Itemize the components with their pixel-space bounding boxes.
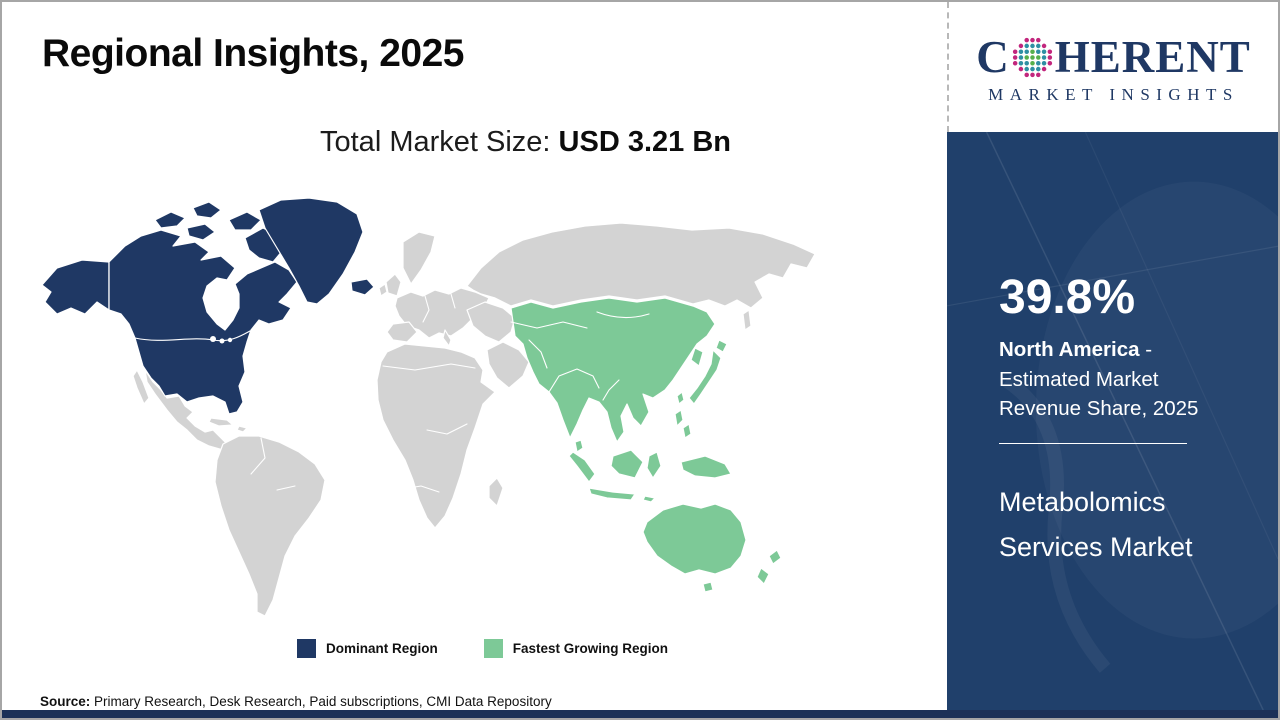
market-name: Metabolomics Services Market (999, 486, 1193, 562)
source-text: Primary Research, Desk Research, Paid su… (94, 694, 552, 709)
map-region-rest-of-world (132, 222, 816, 617)
total-market-size: Total Market Size: USD 3.21 Bn (320, 126, 731, 159)
market-share-description: North America - Estimated Market Revenue… (999, 335, 1242, 424)
market-share-desc-text: - Estimated Market Revenue Share, 2025 (999, 338, 1199, 421)
brand-tagline: MARKET INSIGHTS (988, 85, 1239, 104)
legend-item-dominant: Dominant Region (297, 639, 438, 658)
source-label: Source: (40, 694, 91, 709)
brand-wordmark: C HERENT (976, 35, 1251, 80)
great-lakes (210, 336, 233, 344)
bottom-accent-bar (2, 710, 1278, 718)
map-country-borders (108, 261, 650, 493)
legend-item-fastest: Fastest Growing Region (483, 639, 669, 658)
brand-logo: C HERENT MARKET INSIGHTS (947, 2, 1278, 132)
fastest-region-swatch (483, 639, 503, 658)
brand-wordmark-end: HERENT (1054, 32, 1251, 82)
map-region-asia-pacific (510, 297, 782, 593)
market-share-region: North America (999, 338, 1140, 361)
map-legend: Dominant Region Fastest Growing Region (297, 639, 668, 658)
map-region-north-america (41, 197, 375, 415)
page-title: Regional Insights, 2025 (42, 32, 464, 75)
source-line: Source: Primary Research, Desk Research,… (40, 694, 552, 709)
sidebar-divider (999, 442, 1187, 444)
total-market-size-value: USD 3.21 Bn (558, 126, 731, 158)
dominant-region-label: Dominant Region (326, 641, 438, 656)
world-map (41, 197, 816, 617)
dominant-region-swatch (297, 639, 316, 658)
total-market-size-label: Total Market Size: (320, 126, 551, 158)
dotted-globe-icon (1012, 37, 1052, 78)
brand-wordmark-start: C (976, 32, 1010, 82)
market-share-value: 39.8% (999, 271, 1136, 324)
fastest-region-label: Fastest Growing Region (512, 641, 669, 656)
insight-sidebar: 39.8% North America - Estimated Market R… (947, 132, 1278, 710)
